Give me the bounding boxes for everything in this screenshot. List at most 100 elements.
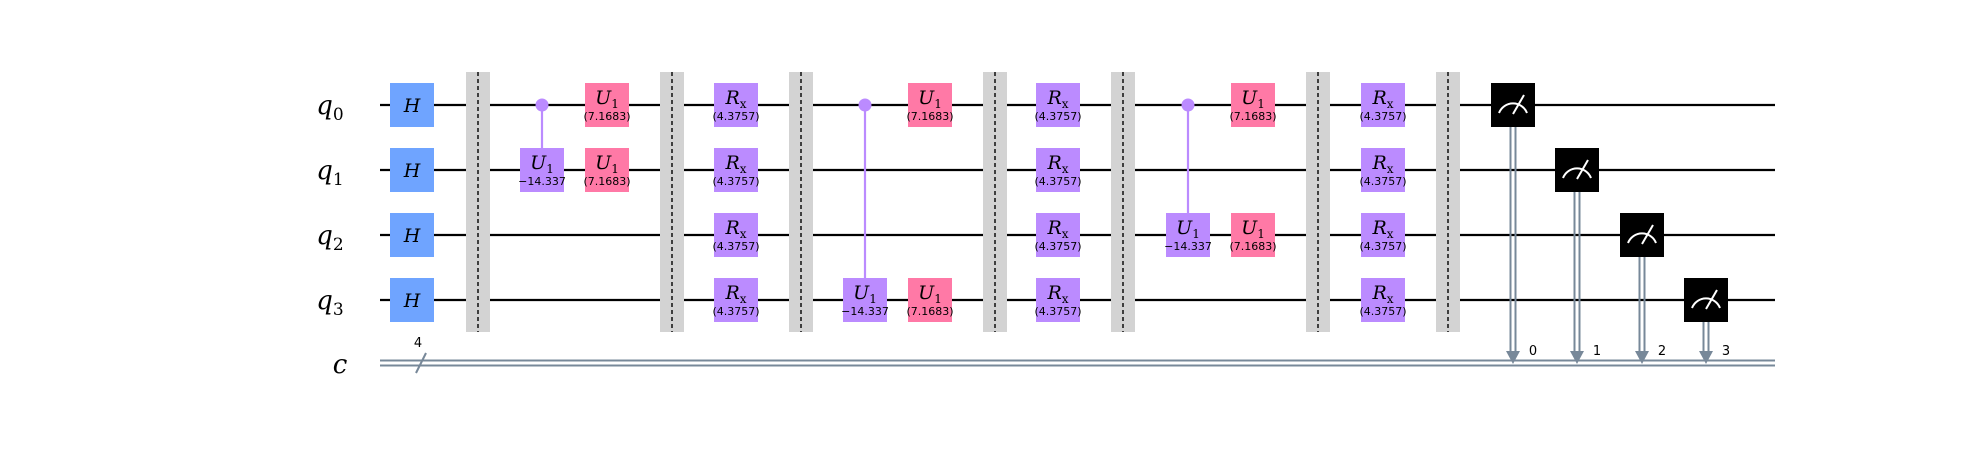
qubit-label-name: q [316,156,333,186]
rx-gate-l3-q1 [1361,148,1405,192]
u1-gate-s3-q0-label: U1 [1241,87,1265,111]
cu1-target-gate-0-label: U1 [530,152,554,176]
cu1-target-gate-2-label-subscript: 1 [1192,227,1200,241]
measure-arrow-1 [1570,351,1584,364]
rx-gate-l1-q1-label-subscript: x [740,162,747,176]
rx-gate-l2-q1-label-subscript: x [1062,162,1069,176]
rx-gate-l1-q1 [714,148,758,192]
rx-gate-l2-q3 [1036,278,1080,322]
rx-gate-l2-q0-param: (4.3757) [1034,110,1081,123]
cu1-target-gate-1-label-symbol: U [853,282,870,304]
rx-gate-l1-q0-label-subscript: x [740,97,747,111]
barriers-layer [466,72,1460,332]
h-gate-2 [390,213,434,257]
measure-bit-index-2: 2 [1658,344,1666,359]
u1-gate-s2-q0-label: U1 [918,87,942,111]
measure-bit-index-1: 1 [1593,344,1601,359]
rx-gate-l2-q3-label-subscript: x [1062,292,1069,306]
rx-gate-l3-q2-label-symbol: R [1371,217,1386,239]
rx-gate-l1-q3-label: Rx [724,282,746,306]
cu1-control-dot-0 [535,98,549,112]
measure-arrow-0 [1506,351,1520,364]
measure-arrow-2 [1635,351,1649,364]
measure-meter-needle-3 [1705,289,1718,310]
u1-gate-s2-q0 [908,83,952,127]
qubit-label-name: q [316,286,333,316]
rx-gate-l3-q0-label-symbol: R [1371,87,1386,109]
qubit-label-index: 2 [333,235,344,255]
u1-gate-s3-q0-param: (7.1683) [1229,110,1276,123]
u1-gate-s1-q0-label: U1 [595,87,619,111]
qubit-label-0: q0 [316,91,343,125]
rx-gate-l3-q0-label-subscript: x [1387,97,1394,111]
u1-gate-s2-q3-param: (7.1683) [906,305,953,318]
u1-gate-s2-q3-label-subscript: 1 [934,292,942,306]
rx-gate-l3-q3-param: (4.3757) [1359,305,1406,318]
classical-register-label: c [333,350,348,380]
u1-gate-s3-q0-label-symbol: U [1241,87,1258,109]
u1-gate-s1-q1 [585,148,629,192]
u1-gate-s3-q2-label-symbol: U [1241,217,1258,239]
rx-gate-l2-q3-label-symbol: R [1046,282,1061,304]
h-gate-1 [390,148,434,192]
measure-meter-arc-3 [1691,297,1721,309]
measure-meter-arc-2 [1627,232,1657,244]
u1-gate-s1-q0-label-symbol: U [595,87,612,109]
rx-gate-l3-q0-label: Rx [1371,87,1393,111]
rx-gate-l3-q2-label-subscript: x [1387,227,1394,241]
rx-gate-l1-q2 [714,213,758,257]
rx-gate-l3-q3-label: Rx [1371,282,1393,306]
rx-gate-l2-q2-label-subscript: x [1062,227,1069,241]
measure-bit-index-3: 3 [1722,344,1730,359]
qubit-label-3: q3 [316,286,343,320]
u1-gate-s2-q3-label: U1 [918,282,942,306]
rx-gate-l3-q0 [1361,83,1405,127]
u1-gate-s3-q0-label-subscript: 1 [1257,97,1265,111]
u1-gate-s1-q1-label-symbol: U [595,152,612,174]
rx-gate-l2-q2-label-symbol: R [1046,217,1061,239]
rx-gate-l1-q0-label-symbol: R [724,87,739,109]
rx-gate-l1-q2-label-subscript: x [740,227,747,241]
rx-gate-l3-q0-param: (4.3757) [1359,110,1406,123]
cu1-target-gate-2-label-symbol: U [1176,217,1193,239]
qubit-label-index: 3 [333,300,344,320]
u1-gate-s3-q2-param: (7.1683) [1229,240,1276,253]
rx-gate-l2-q0-label-subscript: x [1062,97,1069,111]
qubit-label-1: q1 [316,156,343,190]
rx-gate-l3-q1-param: (4.3757) [1359,175,1406,188]
measure-arrow-3 [1699,351,1713,364]
rx-gate-l3-q2 [1361,213,1405,257]
rx-gate-l1-q0-label: Rx [724,87,746,111]
cu1-target-gate-0-param: −14.337 [518,175,566,188]
measure-meter-needle-2 [1641,224,1654,245]
u1-gate-s1-q1-label-subscript: 1 [611,162,619,176]
rx-gate-l3-q3 [1361,278,1405,322]
u1-gate-s1-q1-param: (7.1683) [583,175,630,188]
measure-gate-0 [1491,83,1535,127]
h-gate-0 [390,83,434,127]
cu1-target-gate-1 [843,278,887,322]
measure-meter-arc-0 [1498,102,1528,114]
h-gate-label-1: H [403,160,421,182]
rx-gate-l2-q1 [1036,148,1080,192]
h-gate-label-2: H [403,225,421,247]
rx-gate-l1-q1-label: Rx [724,152,746,176]
rx-gate-l2-q2-label: Rx [1046,217,1068,241]
measure-meter-needle-0 [1512,94,1525,115]
u1-gate-s3-q2-label-subscript: 1 [1257,227,1265,241]
rx-gate-l1-q1-param: (4.3757) [712,175,759,188]
gates-layer: HHHHU1−14.337U1(7.1683)U1(7.1683)Rx(4.37… [390,83,1728,322]
rx-gate-l1-q2-param: (4.3757) [712,240,759,253]
classical-bus-slash [415,352,427,374]
measure-meter-arc-1 [1562,167,1592,179]
rx-gate-l1-q3-label-symbol: R [724,282,739,304]
h-gate-3 [390,278,434,322]
u1-gate-s3-q0 [1231,83,1275,127]
cu1-target-gate-1-param: −14.337 [841,305,889,318]
rx-gate-l1-q3 [714,278,758,322]
rx-gate-l2-q3-param: (4.3757) [1034,305,1081,318]
measure-meter-needle-1 [1576,159,1589,180]
rx-gate-l1-q3-label-subscript: x [740,292,747,306]
